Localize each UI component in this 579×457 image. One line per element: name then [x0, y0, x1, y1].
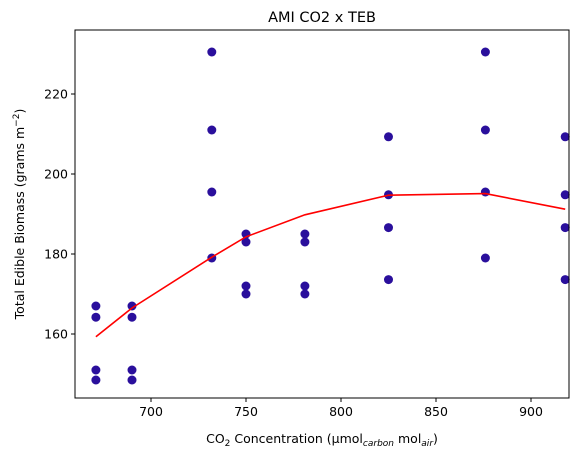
x-tick-label: 850: [424, 404, 448, 419]
axis-title-part: CO: [206, 431, 225, 446]
data-point: [480, 187, 490, 197]
data-point: [560, 132, 570, 142]
data-point: [560, 223, 570, 233]
x-tick-label: 700: [139, 404, 163, 419]
data-point: [300, 229, 310, 239]
data-point: [300, 281, 310, 291]
y-tick-label: 160: [44, 327, 68, 342]
data-point: [384, 132, 393, 142]
data-point: [300, 237, 310, 247]
plot-frame: [74, 29, 570, 399]
data-point: [127, 365, 137, 375]
y-tick-label: 180: [44, 247, 68, 262]
data-point: [480, 253, 490, 263]
data-point: [241, 289, 251, 299]
trend-line: [95, 192, 566, 338]
data-point: [241, 237, 251, 247]
axis-title-part: −2: [12, 114, 22, 127]
axis-ticks: 700 750 800 850 900 160 180 200 220: [44, 87, 543, 420]
x-tick-label: 800: [329, 404, 353, 419]
y-tick-label: 200: [44, 167, 68, 182]
x-tick-label: 750: [234, 404, 258, 419]
data-point: [91, 312, 101, 322]
data-point: [91, 365, 101, 375]
data-point: [384, 223, 393, 233]
axis-title-part: 2: [225, 439, 231, 449]
x-tick-label: 900: [519, 404, 543, 419]
y-tick-label: 220: [44, 87, 68, 102]
data-point: [241, 281, 251, 291]
data-point: [91, 375, 101, 385]
data-point: [384, 275, 393, 285]
data-point: [560, 275, 570, 285]
data-point: [207, 125, 217, 135]
data-point: [91, 301, 101, 311]
data-point: [300, 289, 310, 299]
x-axis-title: CO2 Concentration (µmolcarbon molair): [206, 431, 438, 449]
chart-title: AMI CO2 x TEB: [268, 10, 376, 26]
y-axis-title: Total Edible Biomass (grams m−2): [12, 109, 27, 321]
data-point: [127, 375, 137, 385]
data-point: [480, 47, 490, 57]
data-point: [207, 47, 217, 57]
axis-title-part: carbon: [363, 439, 394, 449]
data-point: [127, 312, 137, 322]
plot-area: [91, 47, 570, 385]
data-point: [560, 190, 570, 200]
axis-title-part: ): [433, 431, 438, 446]
axis-title-part: mol: [394, 431, 421, 446]
data-point: [127, 301, 137, 311]
axis-title-part: ): [12, 109, 27, 114]
data-point: [207, 187, 217, 197]
data-point: [480, 125, 490, 135]
axis-title-part: Total Edible Biomass (grams m: [12, 127, 27, 321]
axis-title-part: air: [421, 439, 434, 449]
axis-title-part: Concentration (µmol: [230, 431, 363, 446]
